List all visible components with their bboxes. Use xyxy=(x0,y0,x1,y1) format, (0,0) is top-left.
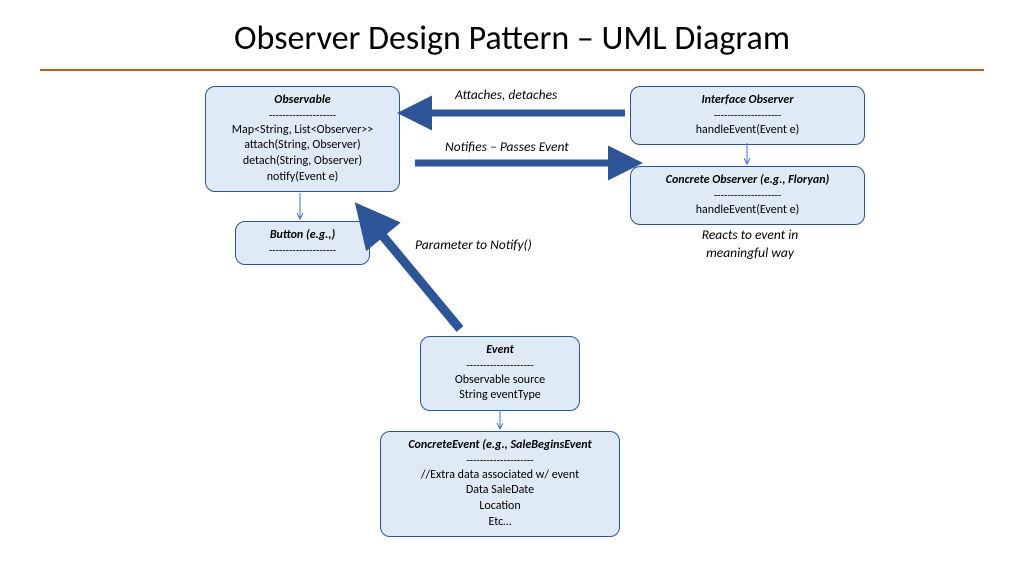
node-sep: -------------------- xyxy=(429,359,571,373)
node-line: notify(Event e) xyxy=(214,170,391,186)
node-title: Interface Observer xyxy=(639,93,856,109)
node-line: Data SaleDate xyxy=(389,483,611,499)
edge-label-param: Parameter to Notify() xyxy=(415,236,532,253)
node-sep: -------------------- xyxy=(639,189,856,203)
edge-label-attaches: Attaches, detaches xyxy=(455,86,557,103)
reacts-line1: Reacts to event in xyxy=(702,226,799,243)
edge-label-reacts: Reacts to event in meaningful way xyxy=(660,226,840,262)
node-title: Concrete Observer (e.g., Floryan) xyxy=(639,173,856,189)
node-line: Location xyxy=(389,499,611,515)
node-concrete-event: ConcreteEvent (e.g., SaleBeginsEvent ---… xyxy=(380,431,620,537)
node-line: Etc… xyxy=(389,515,611,531)
node-title: Button (e.g.,) xyxy=(244,228,361,244)
node-sep: -------------------- xyxy=(639,109,856,123)
node-observable: Observable -------------------- Map<Stri… xyxy=(205,86,400,192)
page-title: Observer Design Pattern – UML Diagram xyxy=(0,0,1024,69)
node-event: Event -------------------- Observable so… xyxy=(420,336,580,411)
node-concrete-observer: Concrete Observer (e.g., Floryan) ------… xyxy=(630,166,865,225)
node-line: String eventType xyxy=(429,388,571,404)
node-line: //Extra data associated w/ event xyxy=(389,468,611,484)
reacts-line2: meaningful way xyxy=(706,244,794,261)
diagram-canvas: Observable -------------------- Map<Stri… xyxy=(0,71,1024,571)
node-sep: -------------------- xyxy=(389,454,611,468)
node-title: Event xyxy=(429,343,571,359)
node-interface-observer: Interface Observer -------------------- … xyxy=(630,86,865,145)
node-line: detach(String, Observer) xyxy=(214,154,391,170)
node-line: Observable source xyxy=(429,373,571,389)
node-sep: -------------------- xyxy=(244,244,361,258)
node-title: Observable xyxy=(214,93,391,109)
node-line: handleEvent(Event e) xyxy=(639,123,856,139)
node-sep: -------------------- xyxy=(214,109,391,123)
node-line: Map<String, List<Observer>> xyxy=(214,123,391,139)
node-line: attach(String, Observer) xyxy=(214,138,391,154)
node-title: ConcreteEvent (e.g., SaleBeginsEvent xyxy=(389,438,611,454)
node-line: handleEvent(Event e) xyxy=(639,203,856,219)
edge-label-notifies: Notifies – Passes Event xyxy=(445,138,569,155)
node-button: Button (e.g.,) -------------------- xyxy=(235,221,370,265)
